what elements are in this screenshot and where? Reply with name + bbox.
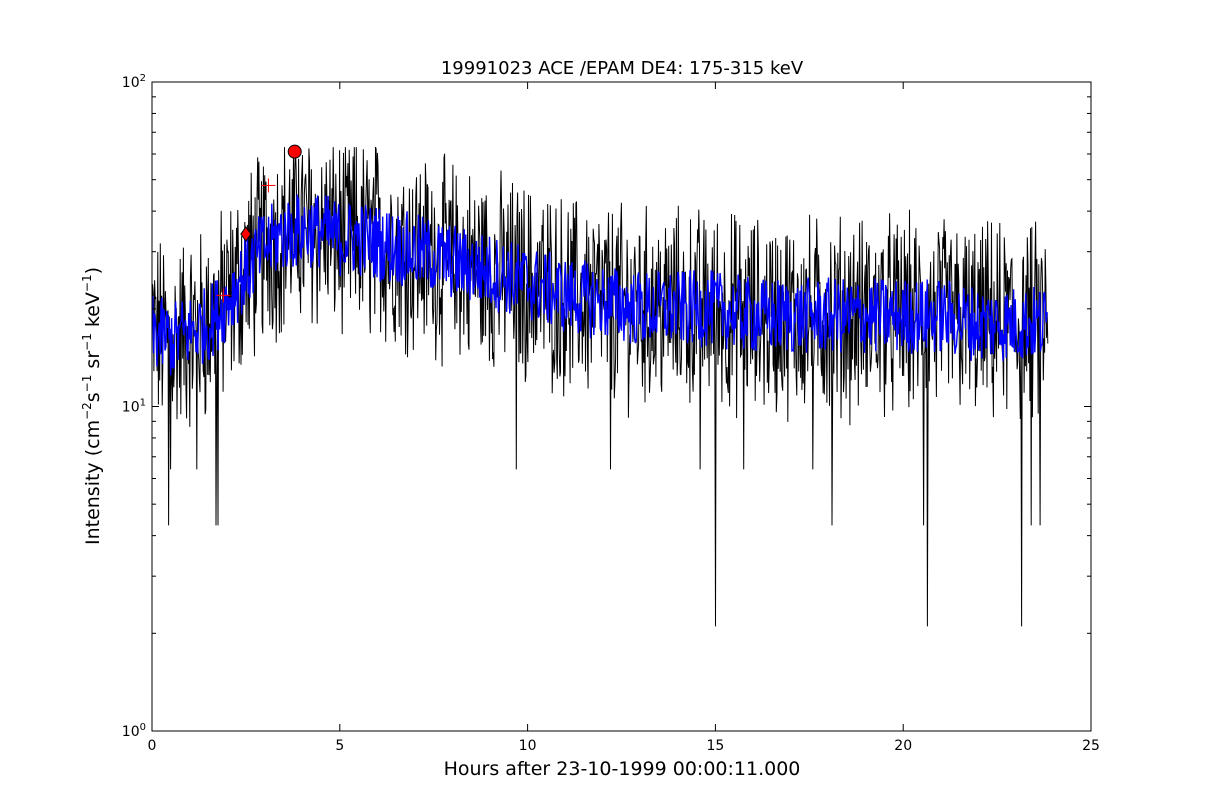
y-label-exp4: −1 (80, 274, 94, 292)
series-black-line (152, 146, 1049, 627)
series-blue-line (152, 194, 1048, 376)
x-tick-label: 25 (1082, 738, 1100, 754)
chart-title: 19991023 ACE /EPAM DE4: 175-315 keV (441, 58, 804, 79)
y-label-exp3: −1 (80, 333, 94, 351)
y-label-s: s (82, 392, 104, 402)
marker-plus (216, 288, 231, 303)
marker-plus (261, 178, 276, 193)
y-label-sr: sr (82, 351, 104, 375)
y-axis-label: Intensity (cm−2s−1 sr−1 keV−1) (80, 267, 104, 545)
x-axis: 0 5 10 15 20 25 (148, 82, 1100, 754)
marker-layer (216, 144, 302, 303)
y-axis: 100 101 102 (122, 73, 1091, 740)
y-label-exp1: −2 (80, 402, 94, 420)
x-tick-label: 20 (894, 738, 912, 754)
y-tick-label: 102 (122, 73, 146, 91)
x-tick-label: 5 (335, 738, 344, 754)
y-label-kev: keV (82, 292, 104, 333)
y-label-prefix: Intensity (cm (82, 420, 104, 545)
y-label-suffix: ) (82, 267, 104, 274)
x-tick-label: 15 (706, 738, 724, 754)
y-tick-label: 100 (122, 722, 146, 740)
marker-diamond (240, 226, 252, 242)
x-tick-label: 10 (519, 738, 537, 754)
x-tick-label: 0 (148, 738, 157, 754)
marker-circle (287, 144, 302, 159)
y-label-exp2: −1 (80, 375, 94, 393)
plot-area (151, 81, 1092, 732)
y-tick-label: 101 (122, 398, 146, 416)
series-layer (152, 146, 1049, 627)
x-axis-label: Hours after 23-10-1999 00:00:11.000 (444, 758, 801, 780)
